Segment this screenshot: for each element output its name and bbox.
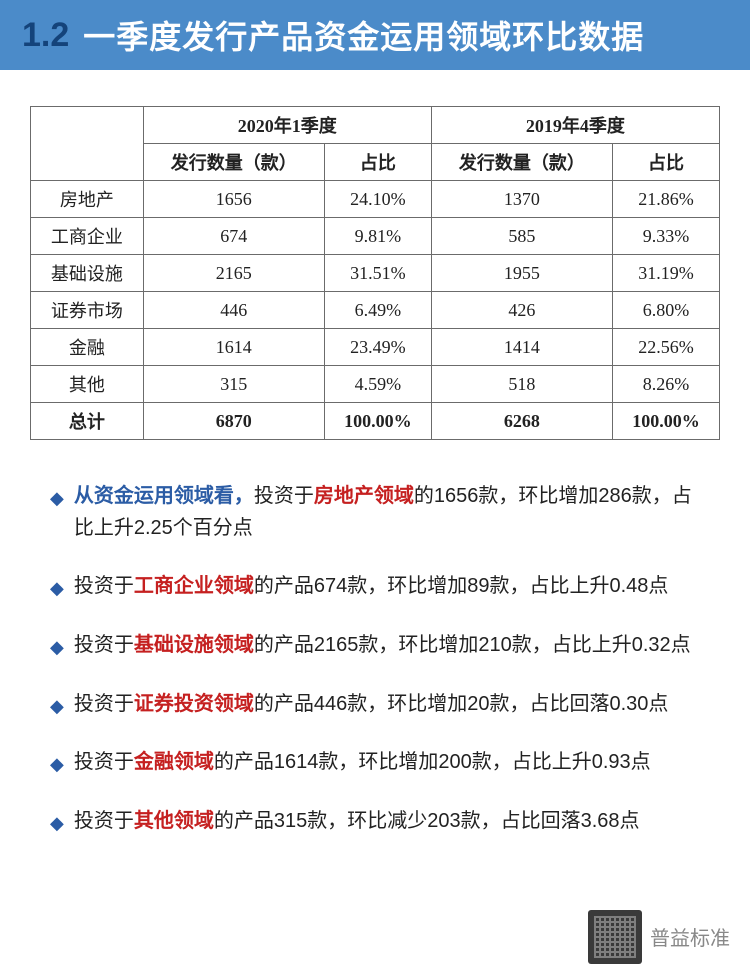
bullet-item: ◆ 投资于其他领域的产品315款，环比减少203款，占比回落3.68点 [50, 805, 710, 838]
period-2-header: 2019年4季度 [431, 107, 719, 144]
bullet-item: ◆ 投资于证券投资领域的产品446款，环比增加20款，占比回落0.30点 [50, 688, 710, 721]
row-label: 房地产 [31, 181, 144, 218]
col-share-2: 占比 [612, 144, 719, 181]
bullet-item: ◆ 从资金运用领域看，投资于房地产领域的1656款，环比增加286款，占比上升2.… [50, 480, 710, 544]
bullet-pre: 投资于 [74, 575, 134, 597]
diamond-icon: ◆ [50, 809, 64, 838]
cell-s2: 22.56% [612, 329, 719, 366]
col-share-1: 占比 [324, 144, 431, 181]
table-row: 房地产165624.10%137021.86% [31, 181, 720, 218]
bullet-highlight: 工商企业领域 [134, 575, 254, 597]
bullet-item: ◆ 投资于工商企业领域的产品674款，环比增加89款，占比上升0.48点 [50, 570, 710, 603]
qr-code-icon [588, 910, 642, 964]
section-number: 1.2 [22, 16, 69, 55]
bullet-text: 投资于金融领域的产品1614款，环比增加200款，占比上升0.93点 [74, 746, 651, 778]
table-row: 工商企业6749.81%5859.33% [31, 218, 720, 255]
cell-c1: 2165 [143, 255, 324, 292]
total-s2: 100.00% [612, 403, 719, 440]
cell-c2: 1414 [431, 329, 612, 366]
row-label: 基础设施 [31, 255, 144, 292]
cell-c2: 426 [431, 292, 612, 329]
footer-brand: 普益标准 [650, 922, 730, 951]
cell-s2: 21.86% [612, 181, 719, 218]
cell-s1: 31.51% [324, 255, 431, 292]
bullet-pre: 投资于 [74, 693, 134, 715]
bullet-text: 投资于证券投资领域的产品446款，环比增加20款，占比回落0.30点 [74, 688, 669, 720]
table-row: 其他3154.59%5188.26% [31, 366, 720, 403]
cell-s1: 9.81% [324, 218, 431, 255]
cell-c2: 518 [431, 366, 612, 403]
row-label: 工商企业 [31, 218, 144, 255]
bullet-list: ◆ 从资金运用领域看，投资于房地产领域的1656款，环比增加286款，占比上升2.… [30, 480, 720, 838]
bullet-post: 的产品446款，环比增加20款，占比回落0.30点 [254, 693, 669, 715]
bullet-pre: 投资于 [74, 751, 134, 773]
period-1-header: 2020年1季度 [143, 107, 431, 144]
bullet-text: 从资金运用领域看，投资于房地产领域的1656款，环比增加286款，占比上升2.2… [74, 480, 710, 544]
bullet-post: 的产品1614款，环比增加200款，占比上升0.93点 [214, 751, 651, 773]
diamond-icon: ◆ [50, 574, 64, 603]
cell-c1: 315 [143, 366, 324, 403]
cell-c2: 585 [431, 218, 612, 255]
bullet-lead: 从资金运用领域看， [74, 485, 254, 507]
total-c1: 6870 [143, 403, 324, 440]
cell-s2: 8.26% [612, 366, 719, 403]
section-header: 1.2 一季度发行产品资金运用领域环比数据 [0, 0, 750, 70]
cell-c1: 446 [143, 292, 324, 329]
cell-s1: 4.59% [324, 366, 431, 403]
total-label: 总计 [31, 403, 144, 440]
diamond-icon: ◆ [50, 750, 64, 779]
total-s1: 100.00% [324, 403, 431, 440]
table-row: 金融161423.49%141422.56% [31, 329, 720, 366]
cell-c2: 1370 [431, 181, 612, 218]
cell-s1: 6.49% [324, 292, 431, 329]
row-label: 证券市场 [31, 292, 144, 329]
table-row: 证券市场4466.49%4266.80% [31, 292, 720, 329]
section-title: 一季度发行产品资金运用领域环比数据 [83, 12, 644, 58]
cell-c1: 1614 [143, 329, 324, 366]
cell-s2: 31.19% [612, 255, 719, 292]
bullet-highlight: 基础设施领域 [134, 634, 254, 656]
cell-s1: 23.49% [324, 329, 431, 366]
diamond-icon: ◆ [50, 633, 64, 662]
table-row: 基础设施216531.51%195531.19% [31, 255, 720, 292]
corner-cell [31, 107, 144, 181]
bullet-text: 投资于基础设施领域的产品2165款，环比增加210款，占比上升0.32点 [74, 629, 691, 661]
bullet-post: 的产品315款，环比减少203款，占比回落3.68点 [214, 810, 640, 832]
bullet-post: 的产品2165款，环比增加210款，占比上升0.32点 [254, 634, 691, 656]
diamond-icon: ◆ [50, 484, 64, 513]
bullet-pre: 投资于 [254, 485, 314, 507]
cell-s2: 6.80% [612, 292, 719, 329]
footer: 普益标准 [0, 904, 750, 978]
row-label: 其他 [31, 366, 144, 403]
diamond-icon: ◆ [50, 692, 64, 721]
col-count-2: 发行数量（款） [431, 144, 612, 181]
row-label: 金融 [31, 329, 144, 366]
bullet-pre: 投资于 [74, 634, 134, 656]
bullet-pre: 投资于 [74, 810, 134, 832]
content-area: 2020年1季度 2019年4季度 发行数量（款） 占比 发行数量（款） 占比 … [0, 70, 750, 904]
cell-c2: 1955 [431, 255, 612, 292]
cell-s2: 9.33% [612, 218, 719, 255]
bullet-text: 投资于工商企业领域的产品674款，环比增加89款，占比上升0.48点 [74, 570, 669, 602]
col-count-1: 发行数量（款） [143, 144, 324, 181]
total-row: 总计 6870 100.00% 6268 100.00% [31, 403, 720, 440]
cell-c1: 1656 [143, 181, 324, 218]
bullet-highlight: 其他领域 [134, 810, 214, 832]
total-c2: 6268 [431, 403, 612, 440]
bullet-highlight: 证券投资领域 [134, 693, 254, 715]
data-table: 2020年1季度 2019年4季度 发行数量（款） 占比 发行数量（款） 占比 … [30, 106, 720, 440]
bullet-text: 投资于其他领域的产品315款，环比减少203款，占比回落3.68点 [74, 805, 640, 837]
bullet-post: 的产品674款，环比增加89款，占比上升0.48点 [254, 575, 669, 597]
bullet-item: ◆ 投资于金融领域的产品1614款，环比增加200款，占比上升0.93点 [50, 746, 710, 779]
cell-s1: 24.10% [324, 181, 431, 218]
cell-c1: 674 [143, 218, 324, 255]
bullet-highlight: 房地产领域 [314, 485, 414, 507]
bullet-highlight: 金融领域 [134, 751, 214, 773]
bullet-item: ◆ 投资于基础设施领域的产品2165款，环比增加210款，占比上升0.32点 [50, 629, 710, 662]
